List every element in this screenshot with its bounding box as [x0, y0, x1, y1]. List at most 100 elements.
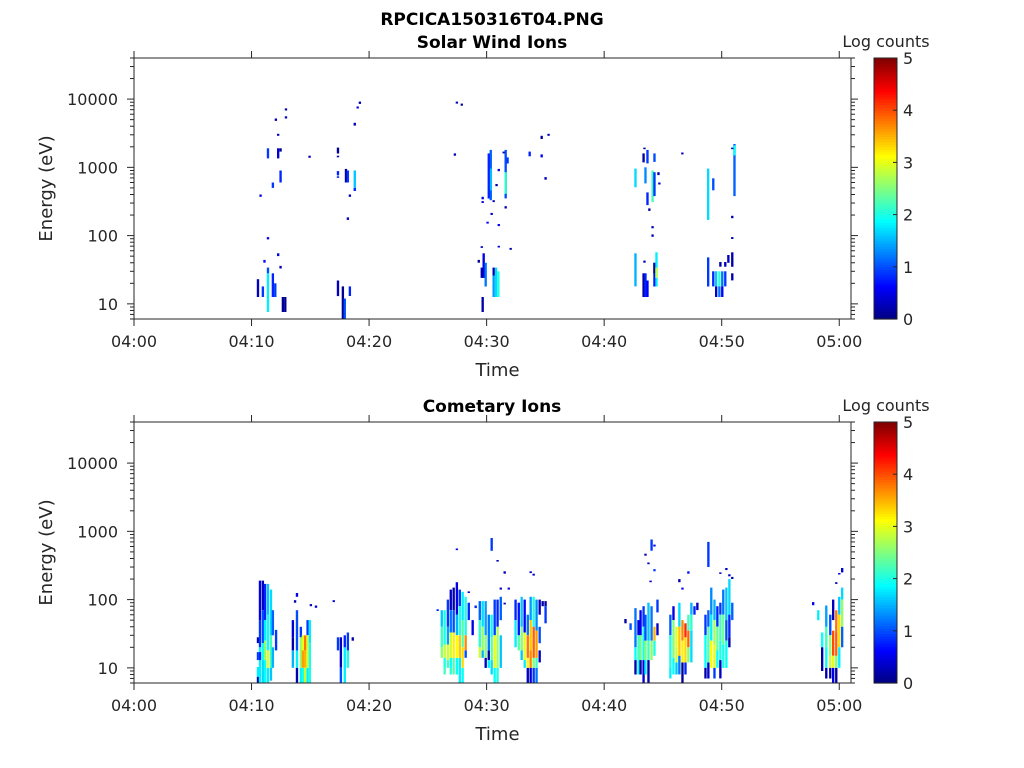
heatmap-cell	[719, 614, 722, 641]
colorbar-segment	[874, 586, 897, 590]
colorbar-tick-label: 2	[903, 570, 913, 589]
colorbar-segment	[874, 479, 897, 483]
heatmap-cell	[452, 610, 455, 633]
heatmap-cell	[538, 599, 541, 615]
colorbar-segment	[874, 243, 897, 247]
colorbar-segment	[874, 625, 897, 629]
heatmap-cell	[256, 279, 260, 297]
x-tick-label: 04:40	[581, 696, 627, 715]
heatmap-cell	[446, 660, 450, 668]
colorbar-segment	[874, 432, 897, 436]
heatmap-cell	[731, 252, 734, 267]
heatmap-cell	[704, 614, 707, 636]
heatmap-cell	[358, 101, 362, 104]
heatmap-cell	[514, 599, 517, 621]
heatmap-cell	[647, 640, 650, 661]
heatmap-cell	[443, 657, 446, 668]
heatmap-cell	[455, 548, 459, 551]
heatmap-cell	[832, 655, 835, 668]
x-tick-label: 04:00	[111, 696, 157, 715]
colorbar-segment	[874, 636, 897, 640]
heatmap-cell	[684, 637, 687, 663]
heatmap-cell	[443, 667, 446, 675]
heatmap-cell	[464, 650, 467, 658]
heatmap-cell	[715, 286, 718, 297]
heatmap-cell	[487, 650, 490, 660]
colorbar-segment	[874, 308, 897, 312]
heatmap-cell	[728, 574, 731, 577]
colorbar-segment	[874, 468, 897, 473]
colorbar-segment	[874, 609, 897, 614]
colorbar-segment	[874, 549, 897, 554]
colorbar-segment	[874, 429, 897, 434]
heatmap-cell	[497, 224, 500, 227]
heatmap-cell	[733, 144, 736, 197]
colorbar-segment	[874, 107, 897, 111]
heatmap-cell	[490, 212, 493, 215]
colorbar-segment	[874, 120, 897, 124]
colorbar-segment	[874, 136, 897, 140]
heatmap-cell	[835, 655, 838, 668]
colorbar-segment	[874, 612, 897, 616]
heatmap-cell	[672, 606, 675, 621]
heatmap-cell	[269, 589, 273, 636]
colorbar-segment	[874, 581, 897, 585]
colorbar-segment	[874, 230, 897, 234]
colorbar-segment	[874, 669, 897, 674]
heatmap-cell	[681, 152, 684, 155]
heatmap-cell	[544, 177, 547, 180]
heatmap-cell	[526, 667, 529, 683]
colorbar-segment	[874, 272, 897, 276]
heatmap-cell	[490, 614, 493, 638]
heatmap-cell	[657, 172, 660, 176]
heatmap-cell	[455, 614, 459, 636]
heatmap-cell	[514, 620, 517, 648]
heatmap-cell	[687, 630, 690, 648]
heatmap-cell	[274, 118, 278, 121]
heatmap-cell	[690, 614, 693, 631]
heatmap-cell	[256, 667, 260, 677]
heatmap-cell	[490, 660, 493, 675]
x-tick-label: 04:50	[699, 696, 745, 715]
heatmap-cell	[637, 660, 640, 675]
heatmap-cell	[838, 596, 841, 615]
x-tick-label: 04:20	[346, 332, 392, 351]
heatmap-cell	[544, 606, 547, 624]
colorbar-tick-label: 1	[903, 258, 913, 277]
heatmap-cell	[436, 609, 439, 611]
colorbar-segment	[874, 264, 897, 268]
heatmap-cell	[535, 599, 538, 631]
y-tick-label: 10	[98, 295, 118, 314]
panel-title: Cometary Ions	[423, 397, 562, 417]
heatmap-cell	[731, 576, 734, 579]
colorbar-segment	[874, 562, 897, 567]
colorbar-segment	[874, 646, 897, 650]
heatmap-cell	[829, 635, 832, 656]
heatmap-cell	[295, 650, 299, 668]
heatmap-cell	[722, 644, 725, 668]
heatmap-cell	[821, 632, 824, 648]
heatmap-cell	[644, 273, 647, 297]
heatmap-cell	[642, 660, 645, 683]
heatmap-cell	[655, 267, 658, 278]
heatmap-cell	[452, 587, 455, 611]
colorbar-segment	[874, 102, 897, 106]
heatmap-cell	[493, 635, 496, 668]
heatmap-cell	[681, 640, 684, 663]
heatmap-cell	[484, 635, 487, 658]
heatmap-cell	[494, 267, 498, 297]
x-tick-label: 04:00	[111, 332, 157, 351]
heatmap-cell	[651, 226, 654, 229]
heatmap-cell	[733, 145, 736, 156]
heatmap-cell	[721, 286, 724, 297]
heatmap-cell	[343, 647, 346, 683]
heatmap-cell	[707, 626, 710, 663]
heatmap-cell	[455, 657, 459, 675]
heatmap-cell	[266, 650, 270, 668]
x-tick-label: 05:00	[816, 332, 862, 351]
heatmap-cell	[490, 538, 493, 551]
x-tick-label: 04:30	[464, 696, 510, 715]
heatmap-cell	[644, 553, 647, 556]
heatmap-cell	[343, 635, 346, 648]
